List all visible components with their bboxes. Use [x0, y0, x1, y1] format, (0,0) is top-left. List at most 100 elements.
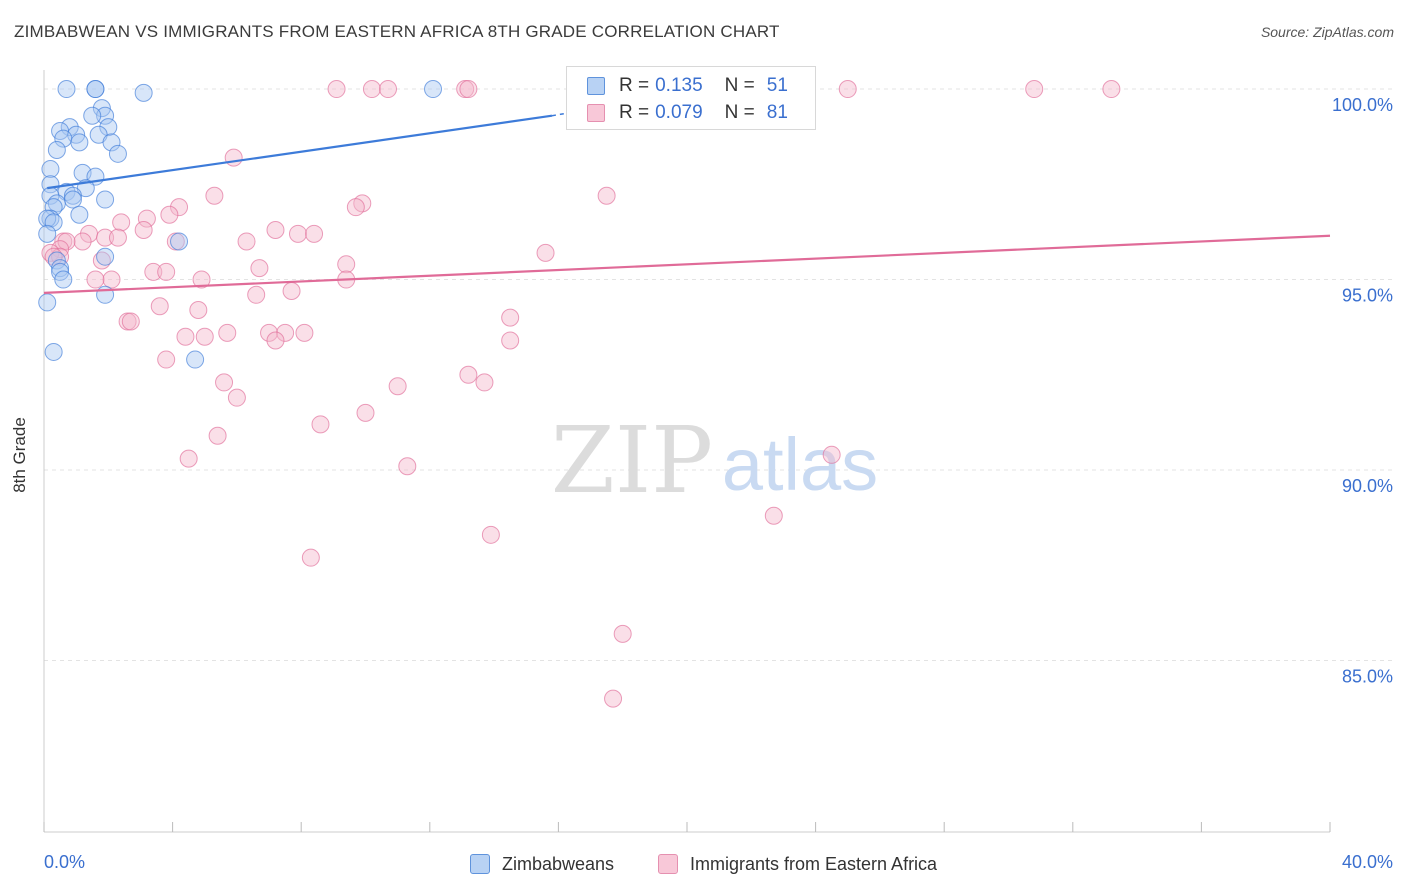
y-tick-labels: 100.0% 95.0% 90.0% 85.0%	[1332, 95, 1393, 686]
watermark-zip: ZIP	[551, 407, 713, 514]
point-zimbabweans	[70, 205, 89, 224]
point-eastern-africa	[1102, 80, 1121, 99]
y-tick-label: 90.0%	[1342, 476, 1393, 496]
legend-n-label: N =	[724, 75, 755, 96]
x-tick-label-min: 0.0%	[44, 852, 86, 872]
point-eastern-africa	[305, 224, 324, 243]
point-eastern-africa	[822, 445, 841, 464]
point-eastern-africa	[134, 221, 153, 240]
legend-item-eastern-africa: Immigrants from Eastern Africa	[658, 852, 937, 876]
legend-n-value: 51	[766, 75, 788, 96]
legend-label: Zimbabweans	[502, 853, 615, 874]
point-eastern-africa	[356, 403, 375, 422]
point-eastern-africa	[157, 350, 176, 369]
legend-r-label: R =	[619, 75, 650, 96]
point-zimbabweans	[44, 213, 63, 232]
point-eastern-africa	[102, 270, 121, 289]
point-eastern-africa	[346, 198, 365, 217]
point-eastern-africa	[398, 457, 417, 476]
point-eastern-africa	[237, 232, 256, 251]
point-zimbabweans	[63, 186, 82, 205]
blue-swatch-icon	[470, 854, 490, 874]
point-zimbabweans	[96, 106, 115, 125]
gridlines	[44, 88, 1392, 662]
point-zimbabweans	[44, 342, 63, 361]
data-points	[38, 80, 1121, 708]
legend-n-label: N =	[724, 102, 755, 123]
point-eastern-africa	[144, 262, 163, 281]
point-eastern-africa	[192, 270, 211, 289]
point-eastern-africa	[205, 186, 224, 205]
point-eastern-africa	[311, 415, 330, 434]
point-zimbabweans	[51, 259, 70, 278]
point-zimbabweans	[83, 106, 102, 125]
y-tick-label: 95.0%	[1342, 286, 1393, 306]
legend-r-label: R =	[619, 102, 650, 123]
legend-r-value: 0.079	[655, 102, 703, 123]
point-eastern-africa	[215, 373, 234, 392]
legend-row-eastern-africa: R = 0.079 N = 81	[587, 101, 788, 125]
point-eastern-africa	[189, 301, 208, 320]
point-eastern-africa	[301, 548, 320, 567]
point-eastern-africa	[337, 255, 356, 274]
trend-lines	[43, 111, 1331, 294]
point-zimbabweans	[38, 224, 57, 243]
point-eastern-africa	[481, 525, 500, 544]
point-eastern-africa	[536, 243, 555, 262]
point-eastern-africa	[224, 148, 243, 167]
point-zimbabweans	[60, 118, 79, 137]
point-zimbabweans	[47, 141, 66, 160]
point-zimbabweans	[186, 350, 205, 369]
point-zimbabweans	[96, 247, 115, 266]
trend-line-zimbabweans	[47, 114, 553, 190]
point-eastern-africa	[475, 373, 494, 392]
point-zimbabweans	[70, 133, 89, 152]
point-zimbabweans	[170, 232, 189, 251]
watermark-atlas: atlas	[722, 423, 878, 506]
point-eastern-africa	[96, 228, 115, 247]
chart-title: ZIMBABWEAN VS IMMIGRANTS FROM EASTERN AF…	[14, 22, 780, 41]
trend-line-eastern-africa	[43, 234, 1331, 294]
point-zimbabweans	[86, 80, 105, 99]
point-eastern-africa	[137, 209, 156, 228]
point-eastern-africa	[388, 377, 407, 396]
point-eastern-africa	[282, 281, 301, 300]
point-eastern-africa	[179, 449, 198, 468]
point-zimbabweans	[102, 133, 121, 152]
point-eastern-africa	[501, 331, 520, 350]
axes	[43, 70, 1331, 833]
point-eastern-africa	[150, 297, 169, 316]
point-eastern-africa	[276, 323, 295, 342]
point-eastern-africa	[51, 240, 70, 259]
point-zimbabweans	[108, 144, 127, 163]
point-eastern-africa	[218, 323, 237, 342]
legend-n-value: 81	[766, 102, 788, 123]
point-eastern-africa	[379, 80, 398, 99]
point-eastern-africa	[362, 80, 381, 99]
point-zimbabweans	[96, 190, 115, 209]
point-zimbabweans	[38, 293, 57, 312]
point-eastern-africa	[73, 232, 92, 251]
point-eastern-africa	[597, 186, 616, 205]
stats-legend: R = 0.135 N = 51 R = 0.079 N = 81	[566, 66, 816, 130]
pink-swatch-icon	[587, 104, 605, 122]
point-eastern-africa	[247, 285, 266, 304]
point-eastern-africa	[459, 365, 478, 384]
point-eastern-africa	[250, 259, 269, 278]
y-tick-label: 100.0%	[1332, 95, 1393, 115]
point-eastern-africa	[86, 270, 105, 289]
point-zimbabweans	[44, 198, 63, 217]
blue-swatch-icon	[587, 77, 605, 95]
point-zimbabweans	[134, 83, 153, 102]
point-eastern-africa	[838, 80, 857, 99]
point-eastern-africa	[121, 312, 140, 331]
point-zimbabweans	[99, 118, 118, 137]
x-tick-label-max: 40.0%	[1341, 852, 1393, 872]
point-eastern-africa	[288, 224, 307, 243]
point-zimbabweans	[424, 80, 443, 99]
point-eastern-africa	[176, 327, 195, 346]
legend-r-value: 0.135	[655, 75, 703, 96]
point-eastern-africa	[327, 80, 346, 99]
point-zimbabweans	[63, 190, 82, 209]
